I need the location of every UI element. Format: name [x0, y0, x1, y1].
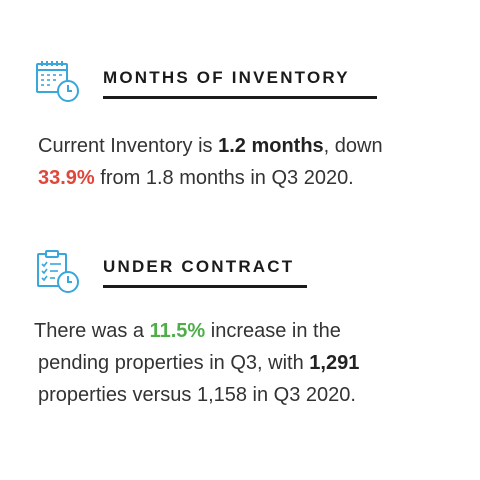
paragraph-line: There was a 11.5% increase in the [34, 320, 341, 342]
heading-underline [103, 96, 377, 99]
paragraph-line: properties versus 1,158 in Q3 2020. [38, 384, 356, 406]
section-heading-under-contract: UNDER CONTRACT [103, 257, 295, 276]
pending-properties-count: 1,291 [309, 352, 360, 374]
section-heading-months-of-inventory: MONTHS OF INVENTORY [103, 68, 350, 87]
clipboard-clock-icon [34, 248, 82, 296]
paragraph-line: pending properties in Q3, with 1,291 [38, 352, 360, 374]
months-of-inventory-paragraph: Current Inventory is 1.2 months, down 33… [38, 130, 383, 194]
under-contract-paragraph: There was a 11.5% increase in the pendin… [34, 315, 359, 411]
inventory-change-percent: 33.9% [38, 167, 95, 189]
pending-increase-percent: 11.5% [149, 320, 206, 342]
calendar-clock-icon [34, 58, 82, 106]
heading-underline [103, 285, 307, 288]
paragraph-line: Current Inventory is 1.2 months, down [38, 135, 383, 157]
paragraph-line: 33.9% from 1.8 months in Q3 2020. [38, 167, 354, 189]
inventory-months-value: 1.2 months [218, 135, 324, 157]
